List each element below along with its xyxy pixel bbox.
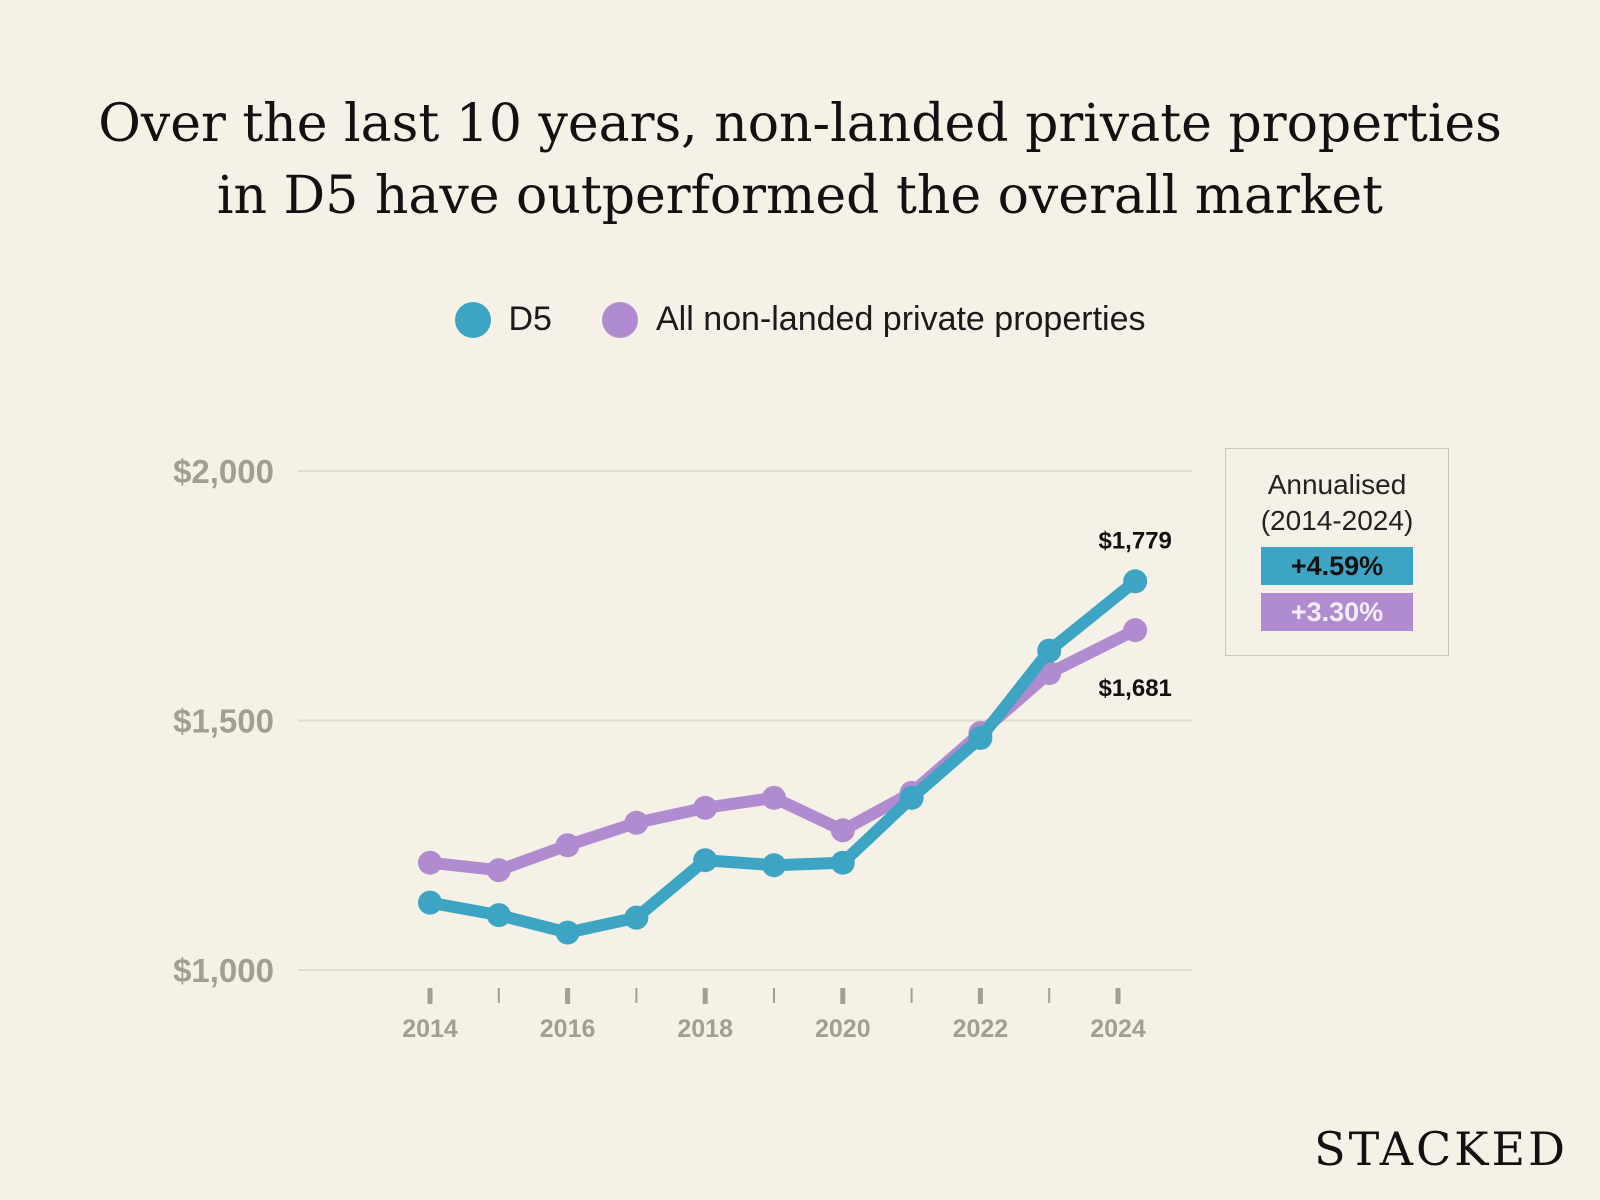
legend-item-all: All non-landed private properties xyxy=(601,300,1146,339)
data-point-all-4 xyxy=(693,795,718,820)
data-point-d5-7 xyxy=(899,785,924,810)
legend: D5 All non-landed private properties xyxy=(0,300,1600,339)
brand-logo: STACKED xyxy=(1314,1122,1568,1176)
x-tick-label-2020: 2020 xyxy=(815,1015,871,1043)
data-point-all-1 xyxy=(486,858,511,883)
d5-rate-badge: +4.59% xyxy=(1261,547,1413,585)
data-point-d5-1 xyxy=(486,903,511,928)
data-point-all-3 xyxy=(624,810,649,835)
y-tick-label-2000: $2,000 xyxy=(173,453,274,490)
x-tick-label-2018: 2018 xyxy=(677,1015,733,1043)
legend-label-d5: D5 xyxy=(508,300,552,338)
end-label-all: $1,681 xyxy=(1098,675,1171,702)
data-point-all-6 xyxy=(830,818,855,843)
chart-title: Over the last 10 years, non-landed priva… xyxy=(0,88,1600,232)
x-tick-label-2016: 2016 xyxy=(540,1015,596,1043)
chart-title-line-2: in D5 have outperformed the overall mark… xyxy=(216,166,1384,226)
series-line-d5 xyxy=(424,575,1142,939)
data-point-d5-10 xyxy=(1123,569,1148,594)
annualised-title-line-2: (2014-2024) xyxy=(1260,505,1414,536)
annualised-box: Annualised (2014-2024) +4.59% +3.30% xyxy=(1225,448,1449,656)
legend-dot-all xyxy=(601,301,638,338)
x-tick-label-2022: 2022 xyxy=(953,1015,1009,1043)
data-point-d5-2 xyxy=(555,920,580,945)
data-point-d5-6 xyxy=(830,850,855,875)
annualised-title: Annualised (2014-2024) xyxy=(1226,467,1448,539)
legend-label-all: All non-landed private properties xyxy=(655,300,1146,338)
data-point-d5-9 xyxy=(1037,638,1062,663)
y-tick-label-1000: $1,000 xyxy=(173,952,274,989)
chart-title-line-1: Over the last 10 years, non-landed priva… xyxy=(98,94,1502,154)
data-point-all-5 xyxy=(762,785,786,810)
x-tick-label-2024: 2024 xyxy=(1090,1015,1146,1043)
all-rate-badge: +3.30% xyxy=(1261,593,1413,631)
legend-item-d5: D5 xyxy=(454,300,552,339)
data-point-all-2 xyxy=(555,833,580,858)
data-point-d5-0 xyxy=(418,890,442,915)
x-tick-label-2014: 2014 xyxy=(402,1015,458,1043)
data-point-all-10 xyxy=(1123,618,1148,643)
data-point-d5-8 xyxy=(968,725,993,750)
annualised-title-line-1: Annualised xyxy=(1267,469,1407,500)
data-point-d5-4 xyxy=(693,848,718,873)
data-point-all-0 xyxy=(418,850,442,875)
data-point-d5-5 xyxy=(762,853,786,878)
end-label-d5: $1,779 xyxy=(1098,527,1171,554)
y-tick-label-1500: $1,500 xyxy=(173,703,274,740)
data-point-d5-3 xyxy=(624,905,649,930)
legend-dot-d5 xyxy=(454,301,491,338)
